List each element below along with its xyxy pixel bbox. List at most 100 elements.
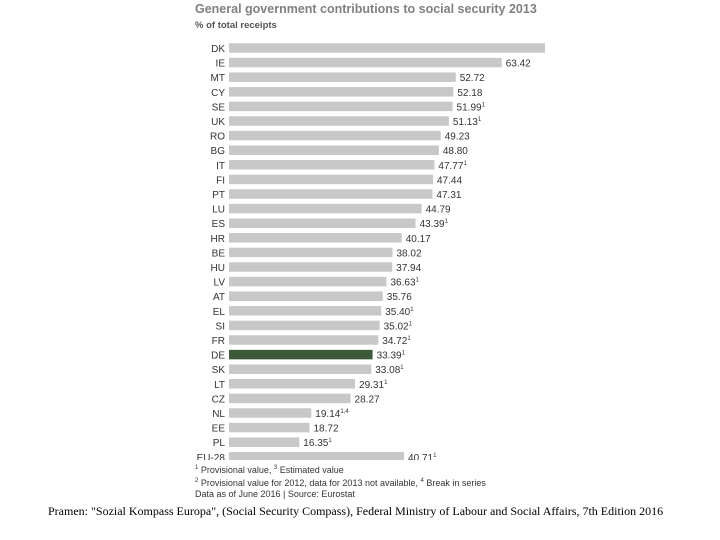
note-mark: 1 [195, 465, 199, 471]
tick-label-lv: LV [214, 278, 226, 289]
data-label-at: 35.76 [387, 292, 412, 303]
chart-title: General government contributions to soci… [195, 2, 537, 16]
bar-pl [229, 437, 300, 447]
data-label-be: 38.02 [396, 248, 421, 259]
bar-dk [229, 43, 545, 53]
bar-at [229, 291, 383, 301]
tick-label-fi: FI [216, 175, 225, 186]
bar-eu-28 [229, 452, 405, 460]
note-mark: 3 [273, 465, 278, 471]
data-label-de: 33.391 [377, 351, 406, 362]
data-label-lv: 36.631 [391, 278, 420, 289]
note-line-2: 2 Provisional value for 2012, data for 2… [195, 476, 540, 489]
chart-notes: 1 Provisional value, 3 Estimated value 2… [195, 463, 540, 500]
bar-sk [229, 364, 372, 374]
tick-label-be: BE [212, 248, 226, 259]
note-line-1: 1 Provisional value, 3 Estimated value [195, 463, 540, 476]
bar-cy [229, 87, 454, 97]
bar-de [229, 349, 373, 360]
tick-label-es: ES [212, 219, 226, 230]
chart-panel: General government contributions to soci… [167, 0, 545, 500]
tick-label-dk: DK [211, 44, 225, 55]
data-label-fr: 34.721 [382, 336, 411, 347]
bar-be [229, 247, 393, 258]
bar-lv [229, 276, 387, 287]
data-label-mt: 52.72 [460, 73, 485, 84]
note-mark: 2 [195, 478, 199, 484]
tick-label-cy: CY [211, 88, 225, 99]
tick-label-de: DE [211, 351, 225, 362]
data-label-hr: 40.17 [406, 234, 431, 245]
data-label-ee: 18.72 [313, 424, 338, 435]
data-label-cz: 28.27 [355, 394, 380, 405]
tick-label-el: EL [213, 307, 226, 318]
bar-si [229, 320, 380, 331]
data-label-si: 35.021 [384, 321, 413, 332]
bar-ie [229, 57, 502, 68]
tick-label-it: IT [216, 161, 225, 172]
bar-it [229, 160, 435, 170]
note-text: Estimated value [277, 465, 344, 475]
note-text: Break in series [423, 478, 486, 488]
data-label-cy: 52.18 [457, 88, 482, 99]
tick-label-ro: RO [210, 132, 225, 143]
data-label-eu-28: 40.711 [408, 453, 437, 460]
tick-label-hu: HU [211, 263, 225, 274]
note-line-3: Data as of June 2016 | Source: Eurostat [195, 489, 355, 499]
data-label-uk: 51.131 [453, 117, 482, 128]
data-label-pt: 47.31 [436, 190, 461, 201]
tick-label-nl: NL [212, 409, 225, 420]
bar-el [229, 306, 382, 316]
bar-uk [229, 116, 449, 126]
bar-chart: DK75.601IE63.42MT52.72CY52.18SE51.991UK5… [197, 43, 545, 460]
tick-label-lt: LT [214, 380, 225, 391]
bar-cz [229, 393, 351, 404]
data-label-ro: 49.23 [445, 132, 470, 143]
data-label-fi: 47.44 [437, 175, 462, 186]
bar-se [229, 101, 453, 112]
bar-hu [229, 262, 393, 272]
data-label-pl: 16.351 [303, 438, 332, 449]
tick-label-mt: MT [211, 73, 225, 84]
data-label-se: 51.991 [457, 102, 486, 113]
tick-label-ee: EE [212, 424, 226, 435]
tick-label-si: SI [216, 321, 225, 332]
data-label-it: 47.771 [438, 161, 467, 172]
tick-label-bg: BG [211, 146, 226, 157]
data-label-el: 35.401 [385, 307, 414, 318]
tick-label-ie: IE [216, 59, 226, 70]
chart-subtitle: % of total receipts [195, 20, 277, 31]
data-label-bg: 48.80 [443, 146, 468, 157]
bar-hr [229, 233, 402, 243]
bar-mt [229, 72, 456, 82]
tick-label-hr: HR [211, 234, 225, 245]
data-label-es: 43.391 [420, 219, 449, 230]
note-text: Provisional value, [198, 465, 274, 475]
bar-ro [229, 130, 441, 141]
data-label-hu: 37.94 [396, 263, 421, 274]
tick-label-fr: FR [212, 336, 225, 347]
bar-lu [229, 203, 422, 214]
tick-label-pl: PL [213, 438, 226, 449]
bar-fr [229, 335, 379, 345]
tick-label-at: AT [213, 292, 225, 303]
note-mark: 4 [420, 478, 424, 484]
data-label-lt: 29.311 [359, 380, 388, 391]
data-label-sk: 33.081 [375, 365, 404, 376]
bar-pt [229, 189, 433, 199]
tick-label-uk: UK [211, 117, 225, 128]
bar-ee [229, 422, 310, 433]
note-text: Provisional value for 2012, data for 201… [198, 478, 421, 488]
data-label-lu: 44.79 [426, 205, 451, 216]
bar-lt [229, 379, 356, 389]
tick-label-cz: CZ [212, 394, 225, 405]
tick-label-sk: SK [212, 365, 226, 376]
tick-label-eu-28: EU-28 [197, 453, 226, 460]
bar-es [229, 218, 416, 228]
tick-label-lu: LU [212, 205, 225, 216]
tick-label-pt: PT [212, 190, 225, 201]
source-caption: Pramen: "Sozial Kompass Europa", (Social… [48, 504, 664, 518]
data-label-nl: 19.141,4 [315, 409, 349, 420]
data-label-ie: 63.42 [506, 59, 531, 70]
bar-fi [229, 174, 433, 185]
